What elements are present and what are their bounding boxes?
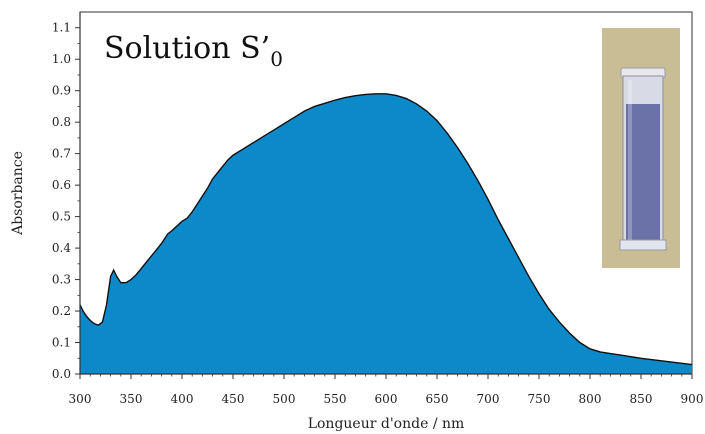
chart-title-subscript: 0 xyxy=(270,47,283,71)
y-axis-ticks: 0.0 0.1 0.2 0.3 0.4 0.5 0.6 0.7 0.8 0.9 1.0 1.1 xyxy=(52,21,80,381)
x-tick-label: 550 xyxy=(324,392,347,406)
y-tick-label: 0.9 xyxy=(52,84,71,98)
x-tick-label: 600 xyxy=(375,392,398,406)
cuvette-photo xyxy=(602,28,680,268)
y-tick-label: 0.8 xyxy=(52,115,71,129)
absorbance-area xyxy=(80,93,692,374)
y-tick-label: 1.0 xyxy=(52,52,71,66)
y-tick-label: 0.1 xyxy=(52,336,71,350)
y-tick-label: 0.4 xyxy=(52,241,71,255)
x-axis-ticks: 300 350 400 450 500 550 600 650 700 750 800 850 900 xyxy=(69,374,704,406)
y-tick-label: 0.2 xyxy=(52,304,71,318)
chart-title-main: Solution S’ xyxy=(104,31,270,66)
y-tick-label: 0.7 xyxy=(52,147,71,161)
y-tick-label: 0.0 xyxy=(52,367,71,381)
y-tick-label: 1.1 xyxy=(52,21,71,35)
y-tick-label: 0.3 xyxy=(52,273,71,287)
cuvette-base xyxy=(619,239,667,251)
y-axis-title: Absorbance xyxy=(10,151,26,236)
x-tick-label: 500 xyxy=(273,392,296,406)
y-tick-label: 0.6 xyxy=(52,178,71,192)
x-tick-label: 450 xyxy=(222,392,245,406)
x-tick-label: 900 xyxy=(681,392,704,406)
x-tick-label: 850 xyxy=(630,392,653,406)
x-tick-label: 800 xyxy=(579,392,602,406)
chart-title: Solution S’0 xyxy=(104,31,283,71)
x-tick-label: 350 xyxy=(120,392,143,406)
y-tick-label: 0.5 xyxy=(52,210,71,224)
x-axis-title: Longueur d'onde / nm xyxy=(308,416,465,432)
x-tick-label: 750 xyxy=(528,392,551,406)
x-tick-label: 300 xyxy=(69,392,92,406)
x-tick-label: 650 xyxy=(426,392,449,406)
x-tick-label: 700 xyxy=(477,392,500,406)
absorbance-curve xyxy=(79,93,693,366)
x-tick-label: 400 xyxy=(171,392,194,406)
cuvette-solution xyxy=(626,104,660,242)
cuvette-highlight xyxy=(628,80,632,240)
